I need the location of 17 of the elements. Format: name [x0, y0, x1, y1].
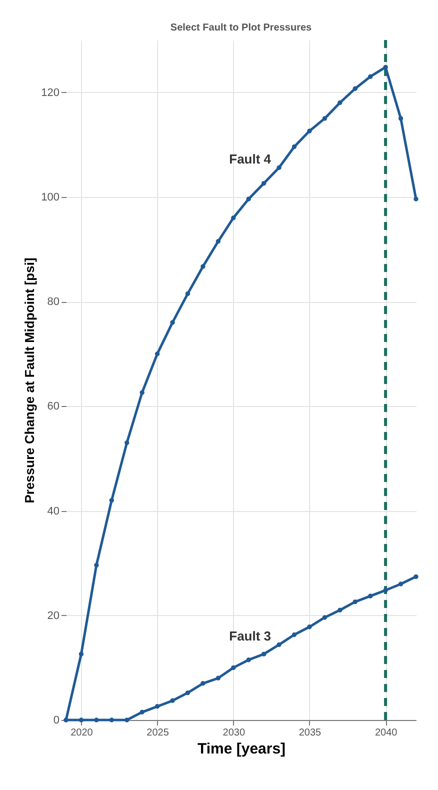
y-tick-label: 40 [47, 505, 60, 518]
x-tick-label: 2030 [222, 728, 246, 738]
x-axis-title: Time [years] [197, 740, 286, 758]
series-label: Fault 3 [229, 628, 272, 644]
series-label: Fault 4 [229, 152, 272, 167]
y-tick-label: 100 [41, 191, 60, 204]
x-tick-label: 2020 [70, 728, 94, 738]
y-tick-label: 80 [47, 296, 60, 308]
x-tick-label: 2040 [374, 728, 398, 738]
y-axis-title: Pressure Change at Fault Midpoint [psi] [22, 258, 38, 504]
y-tick-label: 60 [47, 400, 60, 413]
y-tick-label: 20 [47, 610, 60, 622]
chart-title: Select Fault to Plot Pressures [170, 22, 312, 34]
y-tick-label: 120 [41, 86, 60, 99]
y-tick-label: 0 [53, 714, 60, 726]
x-tick-label: 2035 [298, 728, 322, 738]
x-tick-label: 2025 [146, 728, 170, 738]
